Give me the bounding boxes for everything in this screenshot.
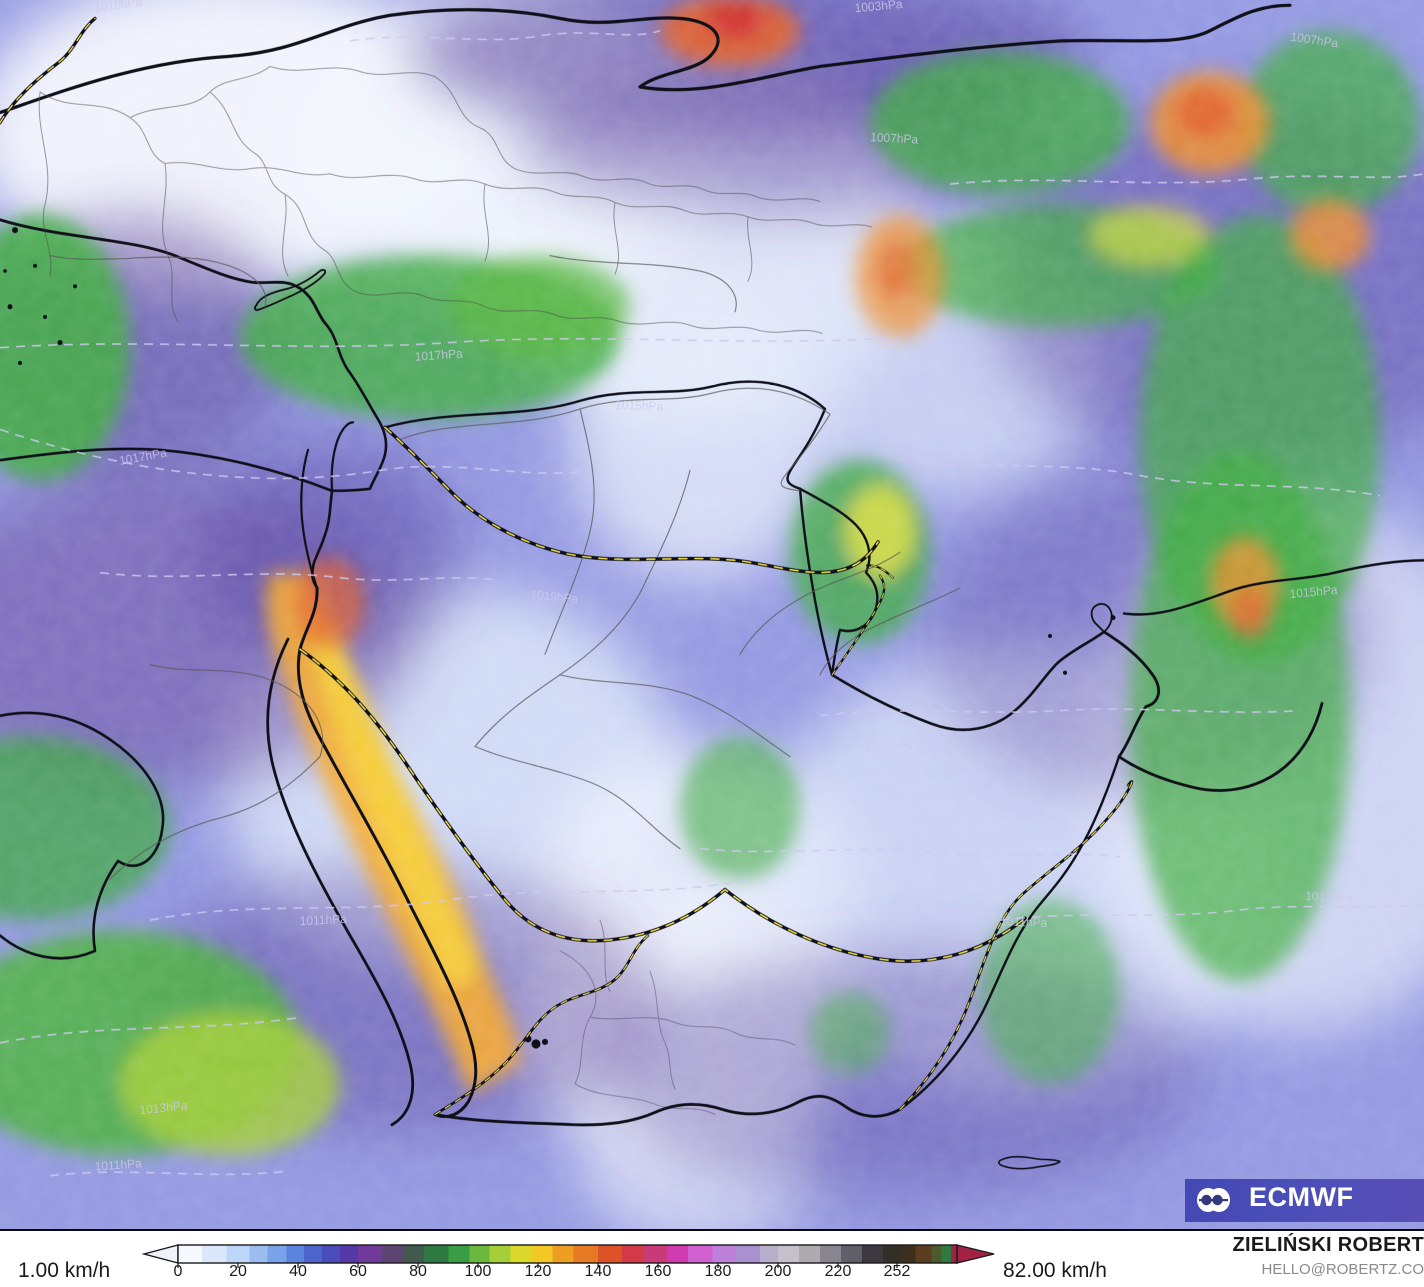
svg-text:1011hPa: 1011hPa [299, 912, 347, 929]
svg-text:252: 252 [884, 1263, 911, 1276]
svg-text:160: 160 [645, 1263, 672, 1276]
svg-text:1013hPa: 1013hPa [1305, 889, 1354, 906]
svg-text:60: 60 [349, 1263, 367, 1276]
svg-text:1009hPa: 1009hPa [865, 739, 914, 755]
svg-text:20: 20 [229, 1263, 247, 1276]
svg-text:1007hPa: 1007hPa [870, 130, 919, 147]
svg-text:120: 120 [525, 1263, 552, 1276]
svg-text:220: 220 [825, 1263, 852, 1276]
svg-text:100: 100 [465, 1263, 492, 1276]
svg-text:0: 0 [174, 1263, 183, 1276]
svg-text:40: 40 [289, 1263, 307, 1276]
svg-text:1011hPa: 1011hPa [1000, 914, 1048, 930]
svg-text:1015hPa: 1015hPa [615, 398, 664, 414]
svg-text:180: 180 [705, 1263, 732, 1276]
svg-text:140: 140 [585, 1263, 612, 1276]
svg-text:80: 80 [409, 1263, 427, 1276]
svg-text:200: 200 [765, 1263, 792, 1276]
